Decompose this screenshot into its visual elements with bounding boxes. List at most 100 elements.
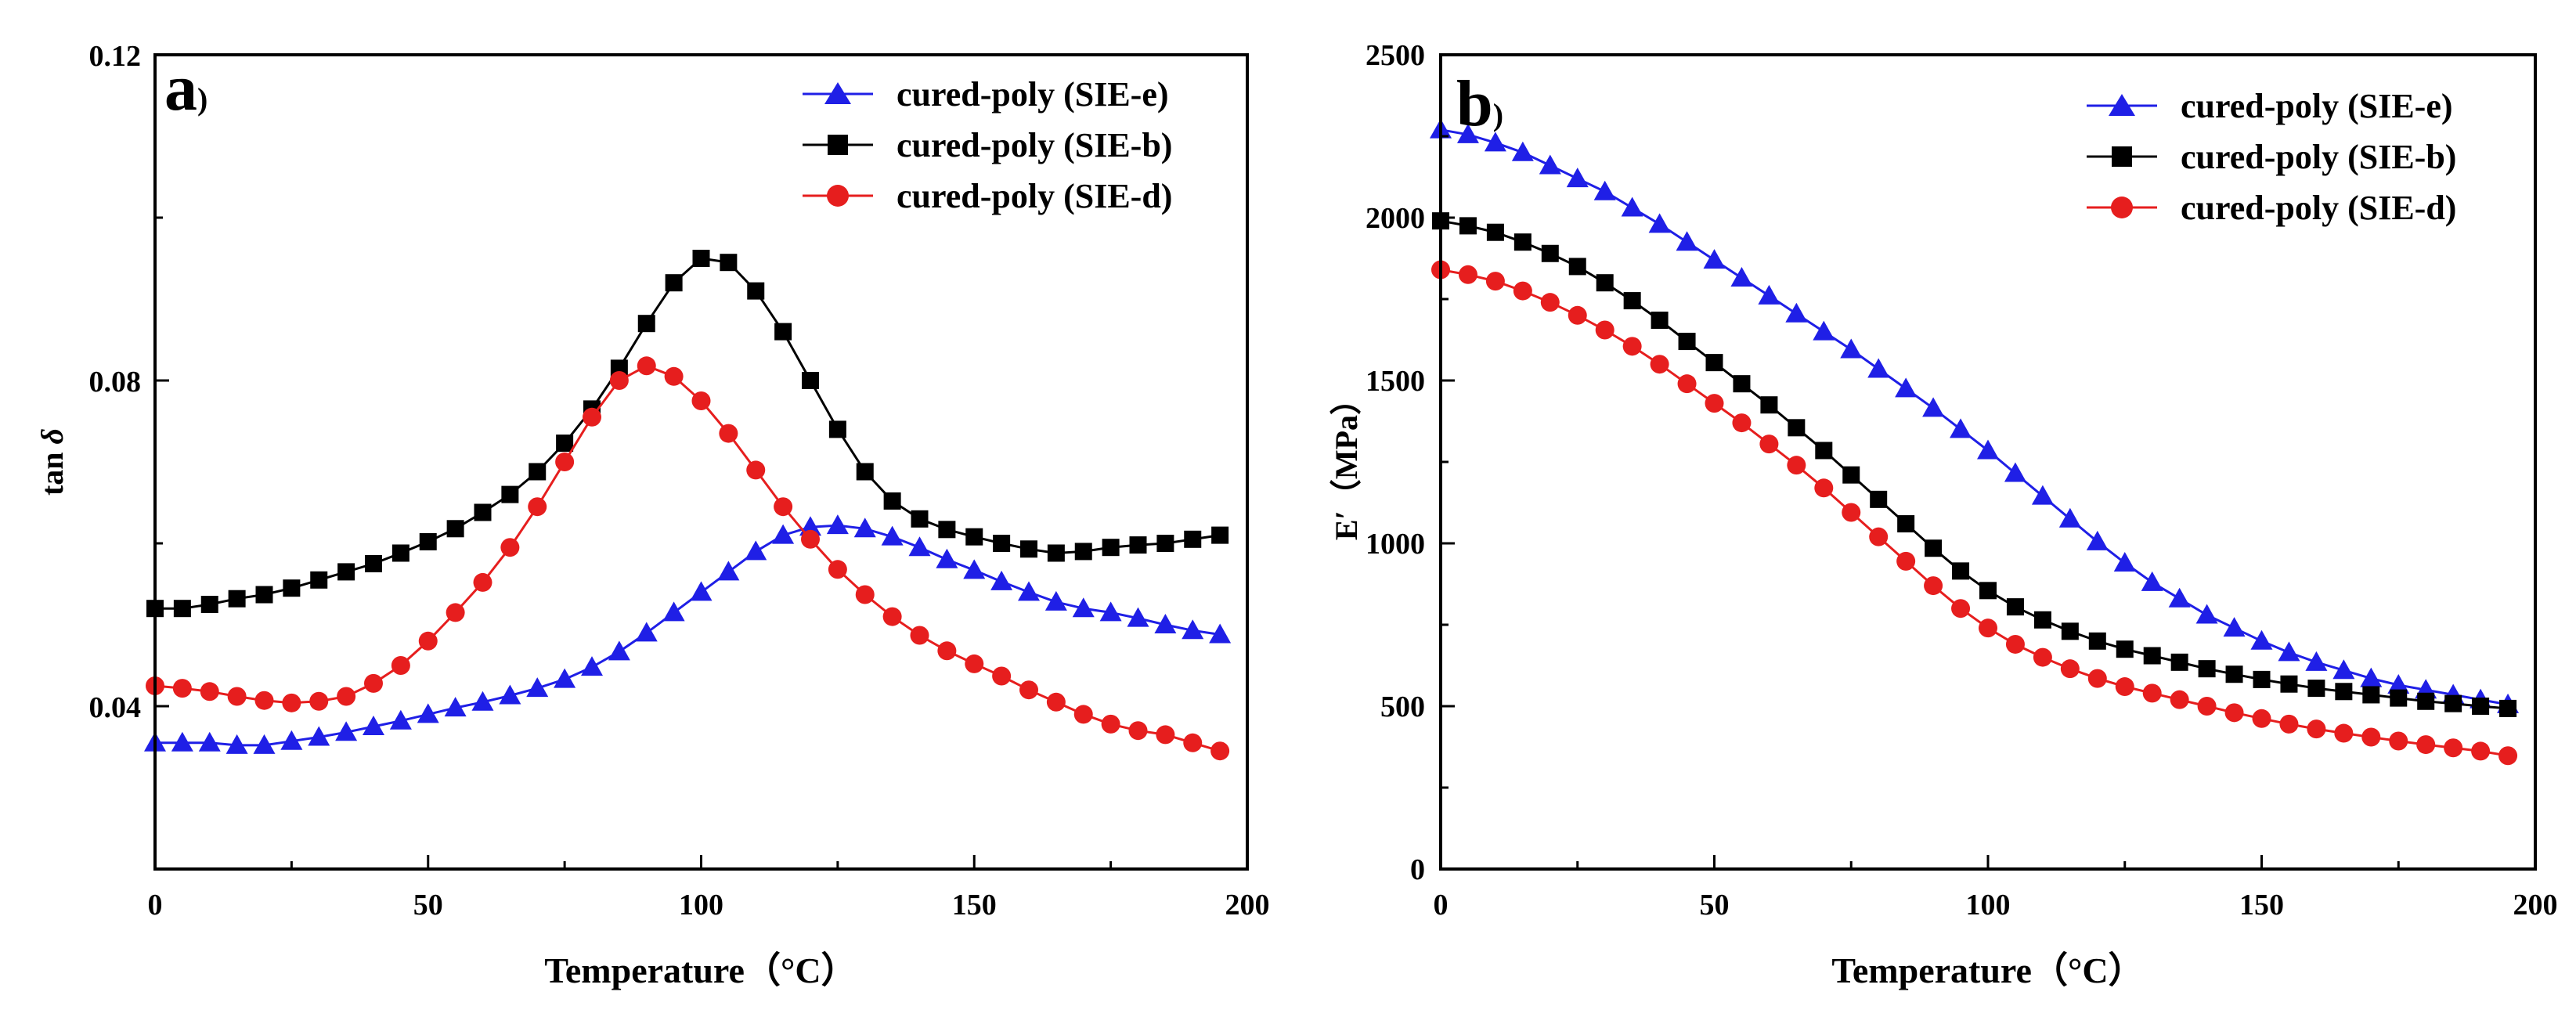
data-point-circle	[1568, 305, 1587, 325]
data-point-triangle	[1154, 614, 1177, 633]
data-point-square	[665, 274, 683, 292]
data-point-square	[1568, 258, 1586, 276]
data-point-circle	[2005, 634, 2025, 654]
data-point-circle	[1896, 551, 1916, 571]
data-point-triangle	[717, 561, 740, 581]
data-point-square	[1979, 582, 1997, 600]
data-point-circle	[172, 679, 192, 698]
data-point-circle	[1458, 265, 1477, 284]
data-point-circle	[1979, 618, 1997, 638]
panel-a-series-line	[154, 364, 1221, 752]
data-point-square	[1047, 544, 1065, 562]
data-point-triangle	[2223, 617, 2246, 637]
data-point-circle	[364, 673, 383, 693]
data-point-square	[1925, 539, 1943, 557]
data-point-triangle	[2058, 507, 2081, 528]
data-point-triangle	[1484, 132, 1506, 152]
data-point-square	[774, 323, 792, 341]
data-point-square	[474, 503, 492, 521]
data-point-square	[228, 590, 246, 608]
data-point-triangle	[1730, 266, 1753, 287]
panel-b-label-letter: b	[1456, 67, 1493, 140]
data-point-triangle	[389, 709, 412, 730]
data-point-triangle	[881, 525, 904, 546]
data-point-square	[1459, 217, 1477, 235]
data-point-triangle	[1950, 418, 1972, 438]
chart-panel-a: 0 50 100 150 200 0.04 0.08 0.12 Temperat…	[34, 40, 1270, 990]
panel-b-series-group	[1430, 118, 2520, 766]
data-point-circle	[2279, 714, 2299, 734]
data-point-triangle	[1072, 597, 1095, 618]
panel-a-label: a)	[164, 52, 207, 124]
data-point-triangle	[1703, 249, 1726, 269]
data-point-square	[255, 586, 273, 604]
data-point-triangle	[1895, 377, 1918, 398]
data-point-triangle	[417, 703, 439, 723]
data-point-square	[2444, 694, 2462, 712]
data-point-circle	[882, 607, 902, 626]
data-point-triangle	[1785, 302, 1808, 323]
data-point-square	[310, 571, 328, 589]
data-point-square	[1870, 490, 1888, 508]
data-point-triangle	[690, 581, 713, 601]
data-point-square	[2362, 686, 2380, 704]
panel-b-legend-label: cured-poly (SIE-e)	[2181, 87, 2453, 125]
data-point-circle	[1814, 478, 1834, 498]
data-point-square	[391, 544, 409, 562]
data-point-triangle	[363, 716, 384, 735]
panel-b-series-line	[1440, 128, 2509, 706]
data-point-square	[1513, 233, 1532, 251]
data-point-square	[2033, 611, 2051, 629]
data-point-triangle	[1977, 439, 1999, 460]
data-point-square	[1678, 333, 1696, 351]
panel-a-ytick-label: 0.08	[89, 366, 142, 399]
panel-a-y-axis-title-text: tan	[34, 452, 70, 496]
data-point-triangle	[2278, 641, 2300, 662]
panel-b-ytick-label: 1000	[1366, 528, 1425, 561]
data-point-square	[1760, 396, 1778, 414]
data-point-circle	[254, 691, 274, 710]
data-point-square	[1815, 442, 1833, 460]
data-point-circle	[1128, 721, 1148, 741]
data-point-triangle	[963, 559, 986, 579]
panel-b-legend-circle-marker	[2111, 197, 2133, 218]
data-point-square	[1733, 375, 1751, 393]
data-point-circle	[1595, 320, 1615, 340]
data-point-circle	[1677, 374, 1697, 394]
data-point-circle	[1622, 337, 1642, 356]
panel-a-legend: cured-poly (SIE-e) cured-poly (SIE-b) cu…	[803, 75, 1172, 215]
panel-a-xtick-label: 0	[148, 889, 163, 921]
data-point-square	[883, 492, 901, 510]
data-point-circle	[500, 538, 520, 557]
data-point-square	[2307, 680, 2325, 698]
data-point-circle	[1156, 725, 1175, 745]
data-point-circle	[2115, 677, 2134, 697]
data-point-square	[2061, 622, 2079, 640]
data-point-triangle	[1621, 197, 1643, 217]
data-point-triangle	[1648, 213, 1671, 233]
data-point-square	[2499, 699, 2517, 717]
panel-a-xtick-label: 100	[679, 889, 723, 921]
data-point-circle	[1869, 527, 1889, 546]
data-point-circle	[1787, 456, 1806, 475]
data-point-square	[2143, 647, 2161, 665]
panel-b-xtick-label: 200	[2513, 889, 2558, 921]
data-point-triangle	[990, 570, 1013, 590]
data-point-circle	[2444, 738, 2463, 758]
data-point-circle	[637, 356, 656, 376]
data-point-triangle	[2031, 485, 2054, 505]
data-point-circle	[1073, 705, 1093, 724]
data-point-square	[1020, 540, 1037, 558]
data-point-square	[200, 596, 218, 613]
data-point-circle	[2361, 727, 2381, 747]
data-point-circle	[2033, 647, 2052, 667]
panel-b-xtick-label: 100	[1966, 889, 2011, 921]
data-point-triangle	[2332, 659, 2355, 680]
chart-panel-b: 0 50 100 150 200 0 500 1000 1500 2000 25…	[1329, 39, 2558, 990]
panel-b-label: b)	[1456, 67, 1503, 140]
data-point-square	[720, 254, 738, 272]
panel-b-xtick-label: 50	[1700, 889, 1730, 921]
data-point-square	[2170, 653, 2188, 671]
data-point-triangle	[799, 516, 821, 536]
panel-a-legend-circle-marker	[827, 185, 849, 207]
